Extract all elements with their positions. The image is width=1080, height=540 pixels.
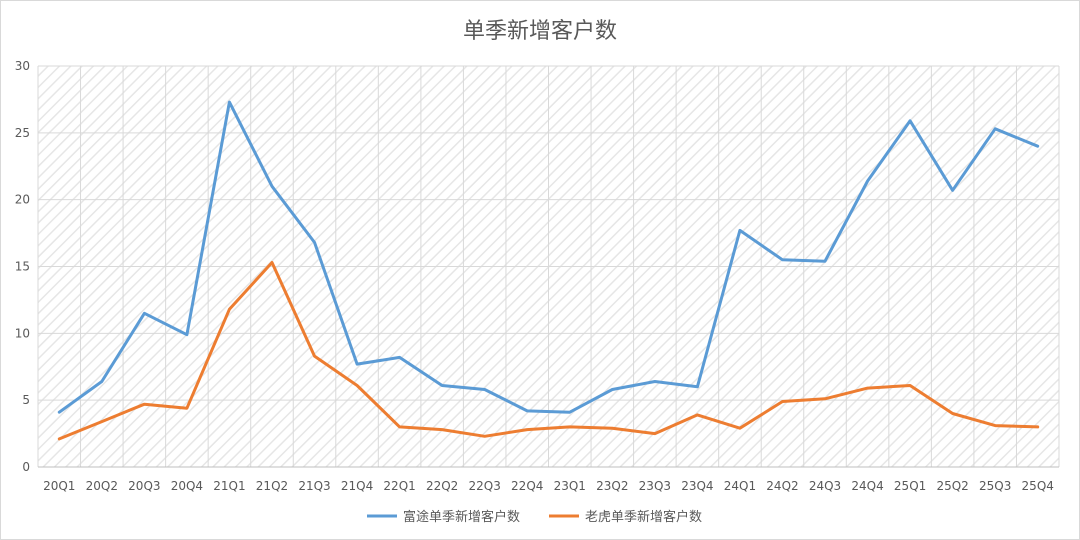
y-tick-label: 5: [22, 393, 30, 407]
x-tick-label: 25Q3: [979, 479, 1011, 493]
x-tick-label: 21Q3: [298, 479, 330, 493]
x-tick-label: 24Q4: [851, 479, 883, 493]
y-tick-label: 25: [15, 126, 30, 140]
x-tick-label: 20Q1: [43, 479, 75, 493]
legend-label: 富途单季新增客户数: [403, 509, 520, 525]
legend-label: 老虎单季新增客户数: [585, 509, 702, 525]
gridlines: [37, 65, 1060, 467]
x-tick-label: 21Q1: [213, 479, 245, 493]
axes: 0 5 10 15 20 25 30 20Q1 20Q2 20Q3 20Q4 21Q1 21Q2 21Q3…: [15, 59, 1059, 493]
x-tick-label: 22Q1: [383, 479, 415, 493]
chart-title: 单季新增客户数: [463, 19, 617, 44]
x-tick-label: 22Q3: [469, 479, 501, 493]
series-line-2: [57, 261, 1040, 441]
x-tick-label: 20Q2: [86, 479, 118, 493]
x-tick-label: 21Q4: [341, 479, 373, 493]
x-tick-label: 21Q2: [256, 479, 288, 493]
y-tick-label: 0: [22, 460, 30, 474]
x-tick-label: 23Q1: [554, 479, 586, 493]
y-tick-label: 20: [15, 193, 30, 207]
x-tick-label: 25Q2: [936, 479, 968, 493]
x-tick-label: 25Q1: [894, 479, 926, 493]
x-tick-label: 25Q4: [1022, 479, 1054, 493]
y-tick-label: 30: [15, 59, 30, 73]
series-lines: [57, 100, 1040, 441]
series-line-1: [57, 100, 1040, 414]
y-tick-label: 15: [15, 260, 30, 274]
y-tick-label: 10: [15, 326, 30, 340]
x-tick-label: 20Q3: [128, 479, 160, 493]
legend: 富途单季新增客户数 老虎单季新增客户数: [367, 509, 702, 525]
x-tick-label: 24Q3: [809, 479, 841, 493]
x-tick-label: 23Q3: [639, 479, 671, 493]
x-tick-label: 20Q4: [171, 479, 203, 493]
x-tick-label: 24Q2: [766, 479, 798, 493]
x-tick-label: 23Q4: [681, 479, 713, 493]
x-tick-label: 23Q2: [596, 479, 628, 493]
x-tick-label: 22Q4: [511, 479, 543, 493]
x-tick-label: 24Q1: [724, 479, 756, 493]
x-tick-label: 22Q2: [426, 479, 458, 493]
